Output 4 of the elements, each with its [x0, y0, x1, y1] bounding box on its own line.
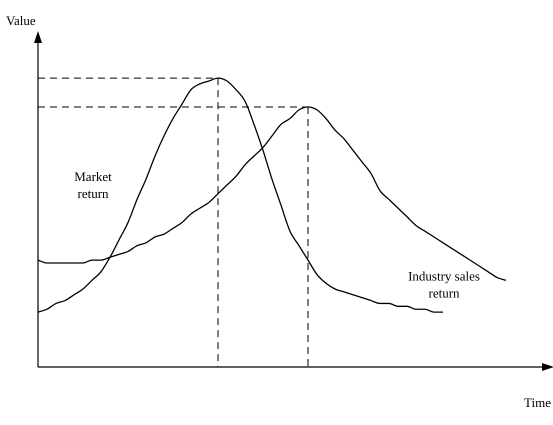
series-label: Market return	[74, 169, 112, 202]
y-axis-title: Value	[6, 13, 36, 28]
x-axis-title: Time	[524, 395, 552, 410]
series-label: Industry sales return	[408, 268, 480, 301]
